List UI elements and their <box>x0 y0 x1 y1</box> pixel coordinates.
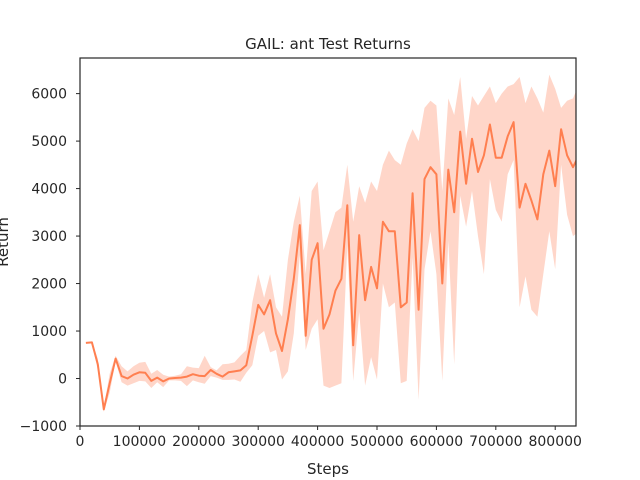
x-tick-label: 500000 <box>350 434 403 450</box>
y-tick-label: 2000 <box>31 277 67 293</box>
x-tick-label: 300000 <box>231 434 284 450</box>
x-tick-label: 600000 <box>410 434 463 450</box>
series-line <box>85 121 576 411</box>
y-tick-label: 0 <box>58 372 67 388</box>
series-confidence-band <box>85 74 576 412</box>
x-tick-label: 0 <box>76 434 85 450</box>
x-tick-label: 800000 <box>528 434 581 450</box>
plot-area <box>85 74 576 412</box>
x-axis-label: Steps <box>307 460 349 478</box>
plot-frame <box>79 57 577 427</box>
x-tick-label: 700000 <box>469 434 522 450</box>
x-tick-label: 400000 <box>291 434 344 450</box>
y-tick-label: 6000 <box>31 87 67 103</box>
y-axis-ticks: −1000 0 1000 2000 3000 4000 5000 6000 <box>20 87 80 435</box>
y-tick-label: 4000 <box>31 182 67 198</box>
y-tick-label: 5000 <box>31 134 67 150</box>
y-tick-label: 1000 <box>31 324 67 340</box>
x-axis-ticks: 0 100000 200000 300000 400000 500000 600000 700… <box>76 426 582 450</box>
y-axis-label: Return <box>0 217 12 267</box>
x-tick-label: 200000 <box>172 434 225 450</box>
x-tick-label: 100000 <box>113 434 166 450</box>
y-tick-label: −1000 <box>20 419 67 435</box>
y-tick-label: 3000 <box>31 229 67 245</box>
chart-title: GAIL: ant Test Returns <box>245 35 411 53</box>
